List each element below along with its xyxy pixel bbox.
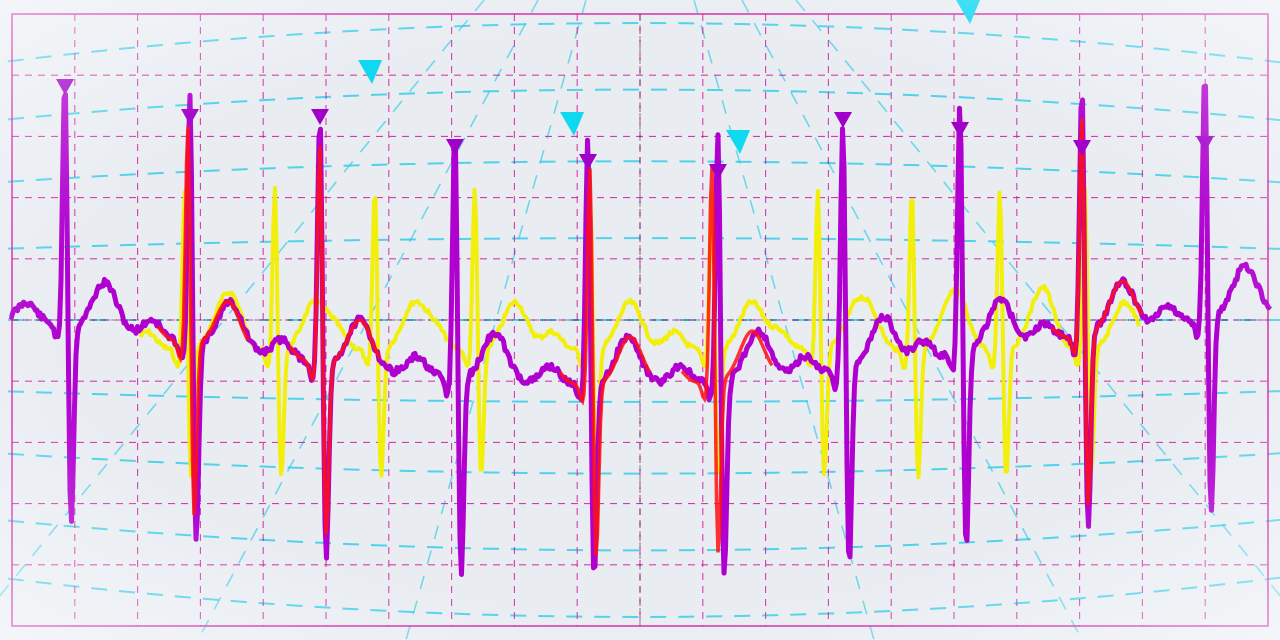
ecg-display bbox=[0, 0, 1280, 640]
glare-overlay bbox=[0, 0, 1280, 640]
ecg-chart bbox=[0, 0, 1280, 640]
